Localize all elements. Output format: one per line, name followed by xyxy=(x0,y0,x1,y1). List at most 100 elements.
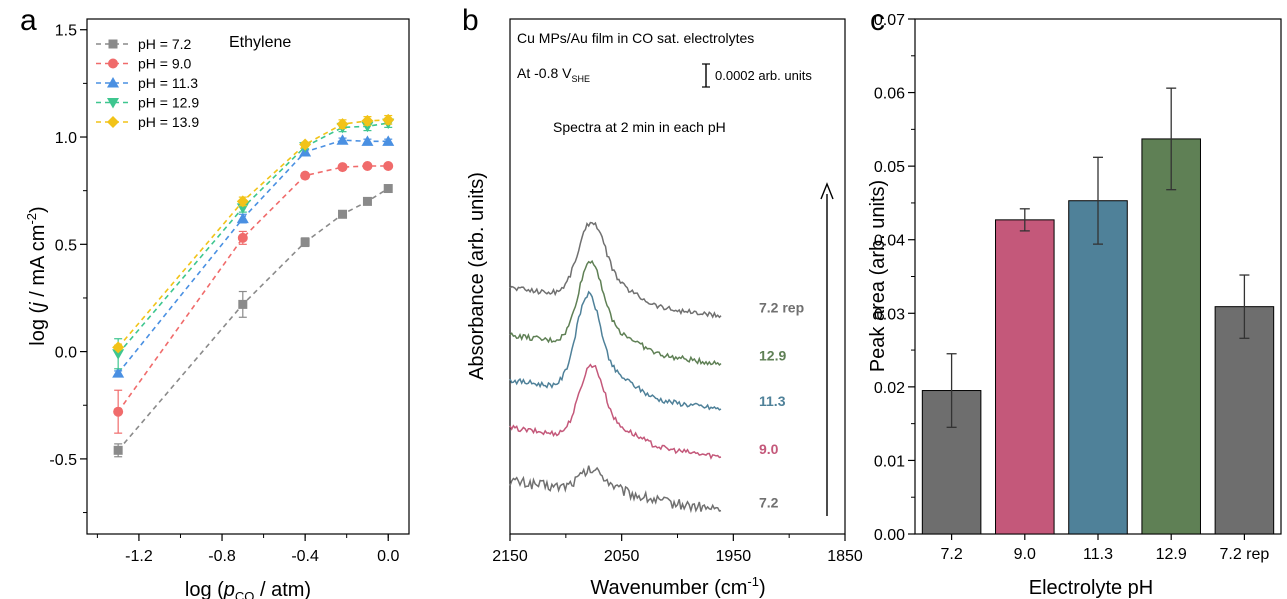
panel-b-note: Spectra at 2 min in each pH xyxy=(553,119,726,135)
panel-b-spectra: 7.2 9.0 11.3 12.9 7.2 rep xyxy=(509,221,804,514)
y-tick-label: 0.02 xyxy=(874,380,905,397)
panel-b: 2150 2050 1950 1850 7.2 9.0 11.3 12.9 7.2 rep C… xyxy=(466,18,863,599)
legend-label: pH = 7.2 xyxy=(138,36,192,52)
data-point xyxy=(236,195,249,208)
fit-line xyxy=(117,119,389,348)
panel-a-legend: pH = 7.2 pH = 9.0 pH = 11.3 pH = 12.9 pH = 1… xyxy=(96,36,199,130)
panel-b-title: Cu MPs/Au film in CO sat. electrolytes xyxy=(517,30,754,46)
spectrum-12.9 xyxy=(509,259,722,366)
panel-b-ylabel: Absorbance (arb. units) xyxy=(466,172,488,380)
y-tick-label: 0.5 xyxy=(55,237,77,254)
x-tick-label: -1.2 xyxy=(125,548,153,565)
y-tick-label: -0.5 xyxy=(49,452,77,469)
data-point xyxy=(113,406,124,417)
y-tick-label: 0.03 xyxy=(874,306,905,323)
panel-c-ylabel: Peak area (arb. units) xyxy=(867,180,889,372)
panel-a: -1.2 -0.8 -0.4 0.0 -0.5 0.0 0.5 1.0 1.5 pH = 7.2… xyxy=(24,18,410,599)
y-tick-label: 0.06 xyxy=(874,86,905,103)
panel-b-potential: At -0.8 VSHE xyxy=(517,65,590,84)
panel-c: 0.00 0.01 0.02 0.03 0.04 0.05 0.06 0.07 7.2 9.0 11… xyxy=(867,12,1282,599)
x-tick-label: 9.0 xyxy=(1014,546,1036,563)
series-9.0 xyxy=(113,160,394,434)
series-13.9 xyxy=(112,113,395,354)
bar xyxy=(1214,306,1275,535)
fit-line xyxy=(117,139,389,374)
panel-letter-c: c xyxy=(870,4,885,37)
panel-a-frame xyxy=(86,18,410,535)
data-point xyxy=(361,121,374,133)
x-tick-label: 1950 xyxy=(716,548,752,565)
y-tick-label: 0.05 xyxy=(874,159,905,176)
data-point xyxy=(112,367,125,378)
panel-b-xlabel: Wavenumber (cm-1) xyxy=(590,574,765,599)
panel-b-time-arrowhead xyxy=(820,182,834,200)
panel-letter-b: b xyxy=(462,4,479,37)
data-point xyxy=(361,114,374,127)
panel-c-bars xyxy=(921,87,1275,535)
spectrum-label: 7.2 rep xyxy=(759,300,804,316)
spectrum-label: 9.0 xyxy=(759,441,779,457)
legend-marker xyxy=(108,58,118,69)
panel-b-frame xyxy=(509,18,846,535)
x-tick-label: 11.3 xyxy=(1083,546,1113,563)
data-point xyxy=(237,232,248,243)
data-point xyxy=(112,349,125,360)
bar-group xyxy=(995,208,1055,535)
y-tick-label: 0.07 xyxy=(874,12,905,29)
data-point xyxy=(336,118,349,131)
data-point xyxy=(236,212,249,224)
x-tick-label: -0.8 xyxy=(208,548,236,565)
x-tick-label: 7.2 rep xyxy=(1219,546,1269,563)
bar-group xyxy=(1141,87,1201,535)
x-tick-label: -0.4 xyxy=(291,548,319,565)
panel-a-ticks: -1.2 -0.8 -0.4 0.0 -0.5 0.0 0.5 1.0 1.5 xyxy=(49,23,399,565)
y-tick-label: 0.00 xyxy=(874,527,905,544)
panel-a-annotation: Ethylene xyxy=(229,34,291,51)
spectrum-label: 11.3 xyxy=(759,393,786,409)
y-tick-label: 0.04 xyxy=(874,233,905,250)
data-point xyxy=(238,299,248,309)
legend-marker xyxy=(107,98,119,109)
legend-label: pH = 12.9 xyxy=(138,95,199,111)
x-tick-label: 1850 xyxy=(827,548,863,565)
data-point xyxy=(300,170,311,181)
series-12.9 xyxy=(112,118,395,370)
data-point xyxy=(383,184,393,194)
y-tick-label: 1.5 xyxy=(55,23,77,40)
x-tick-label: 12.9 xyxy=(1156,546,1187,563)
bar xyxy=(995,219,1055,535)
panel-a-series xyxy=(112,113,395,458)
data-point xyxy=(383,160,394,171)
legend-label: pH = 13.9 xyxy=(138,114,199,130)
data-point xyxy=(362,196,372,206)
data-point xyxy=(382,135,395,146)
y-tick-label: 1.0 xyxy=(55,130,77,147)
y-tick-label: 0.01 xyxy=(874,453,905,470)
panel-c-xlabel: Electrolyte pH xyxy=(1029,577,1154,599)
data-point xyxy=(336,134,349,145)
data-point xyxy=(337,162,348,173)
spectrum-label: 7.2 xyxy=(759,495,779,511)
panel-letter-a: a xyxy=(20,4,37,37)
bar-group xyxy=(1214,274,1275,535)
data-point xyxy=(338,209,348,219)
y-tick-label: 0.0 xyxy=(55,345,77,362)
bar-group xyxy=(1068,156,1128,535)
x-tick-label: 0.0 xyxy=(377,548,399,565)
legend-marker xyxy=(107,77,119,88)
fit-line xyxy=(117,165,389,413)
spectrum-7.2 xyxy=(509,465,722,514)
panel-a-ylabel: log (j / mA cm-2) xyxy=(24,206,49,345)
series-11.3 xyxy=(112,134,395,378)
data-point xyxy=(382,113,395,126)
bar xyxy=(1068,200,1128,535)
legend-marker xyxy=(108,39,118,49)
series-7.2 xyxy=(113,184,393,458)
spectrum-label: 12.9 xyxy=(759,348,786,364)
spectrum-7.2-rep xyxy=(509,221,722,319)
panel-c-ticks: 0.00 0.01 0.02 0.03 0.04 0.05 0.06 0.07 7.2 9.0 11… xyxy=(874,12,1270,563)
spectrum-11.3 xyxy=(509,290,722,411)
bar xyxy=(1141,138,1201,535)
x-tick-label: 7.2 xyxy=(940,546,962,563)
